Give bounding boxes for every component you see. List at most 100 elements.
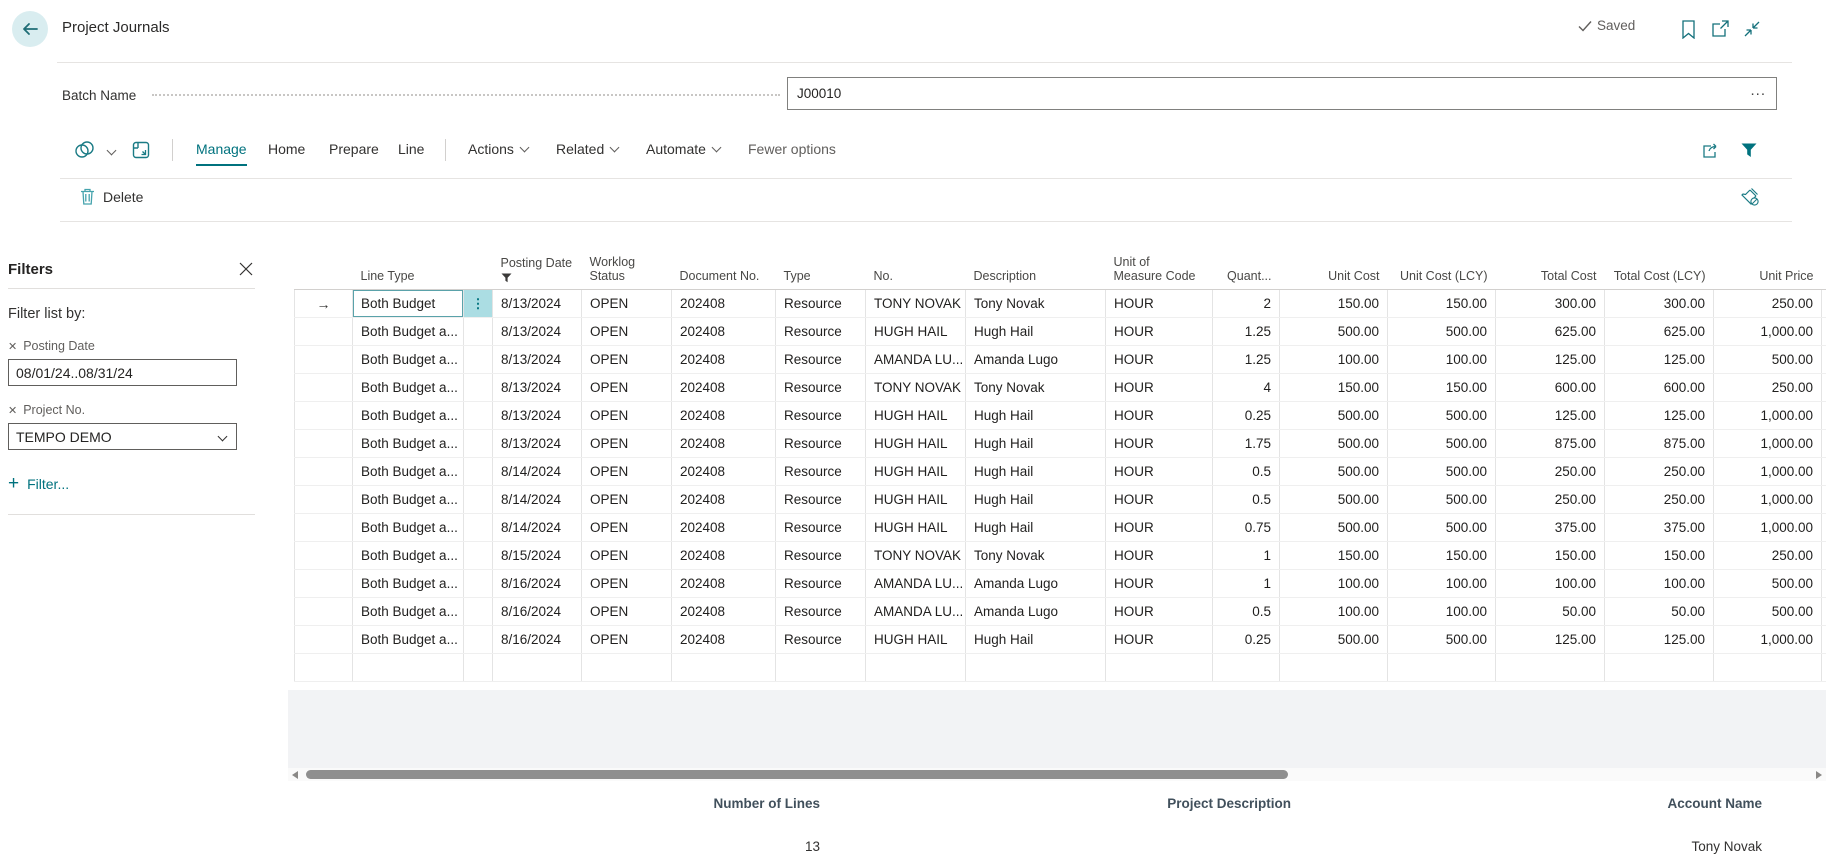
column-header-total_cost_lcy[interactable]: Total Cost (LCY): [1605, 252, 1714, 290]
cell-line_type[interactable]: Both Budget: [353, 290, 464, 318]
cell-total_cost[interactable]: 600.00: [1496, 374, 1605, 402]
cell-posting_date[interactable]: 8/13/2024: [493, 346, 582, 374]
row-selector-cell[interactable]: →: [295, 290, 353, 318]
empty-cell[interactable]: [1822, 654, 1826, 682]
cell-type[interactable]: Resource: [776, 626, 866, 654]
cell-document_no[interactable]: 202408: [672, 598, 776, 626]
cell-unit_price[interactable]: 500.00: [1714, 570, 1822, 598]
share-icon[interactable]: [1698, 137, 1724, 163]
cell-unit_price[interactable]: 1,000.00: [1714, 430, 1822, 458]
column-header-no[interactable]: No.: [866, 252, 966, 290]
cell-quantity[interactable]: 1.25: [1213, 346, 1280, 374]
cell-total_cost_lcy[interactable]: 125.00: [1605, 402, 1714, 430]
cell-unit_cost_lcy[interactable]: 150.00: [1388, 542, 1496, 570]
cell-total_cost[interactable]: 125.00: [1496, 402, 1605, 430]
cell-no[interactable]: HUGH HAIL: [866, 402, 966, 430]
cell-unit_of_measure_code[interactable]: HOUR: [1106, 318, 1213, 346]
cell-unit_cost_lcy[interactable]: 500.00: [1388, 514, 1496, 542]
cell-unit_cost_lcy[interactable]: 150.00: [1388, 374, 1496, 402]
cell-unit_of_measure_code[interactable]: HOUR: [1106, 430, 1213, 458]
cell-worklog_status[interactable]: OPEN: [582, 318, 672, 346]
column-header-unit_price[interactable]: Unit Price: [1714, 252, 1822, 290]
cell-document_no[interactable]: 202408: [672, 486, 776, 514]
row-selector-cell[interactable]: [295, 598, 353, 626]
cell-unit_price[interactable]: 250.00: [1714, 290, 1822, 318]
column-header-worklog_status[interactable]: WorklogStatus: [582, 252, 672, 290]
cell-type[interactable]: Resource: [776, 542, 866, 570]
cell-document_no[interactable]: 202408: [672, 570, 776, 598]
cell-unit_cost_lcy[interactable]: 500.00: [1388, 486, 1496, 514]
row-selector-cell[interactable]: [295, 458, 353, 486]
cell-line_type[interactable]: Both Budget a...: [353, 458, 464, 486]
cell-posting_date[interactable]: 8/13/2024: [493, 318, 582, 346]
cell-total_cost_lcy[interactable]: 100.00: [1605, 570, 1714, 598]
cell-description[interactable]: Hugh Hail: [966, 626, 1106, 654]
cell-line_type[interactable]: Both Budget a...: [353, 514, 464, 542]
cell-posting_date[interactable]: 8/13/2024: [493, 290, 582, 318]
cell-unit_cost[interactable]: 150.00: [1280, 290, 1388, 318]
cell-worklog_status[interactable]: OPEN: [582, 598, 672, 626]
bookmark-icon[interactable]: [1676, 17, 1700, 41]
cell-description[interactable]: Amanda Lugo: [966, 570, 1106, 598]
cell-unit_cost[interactable]: 100.00: [1280, 570, 1388, 598]
empty-cell[interactable]: [353, 654, 464, 682]
horizontal-scrollbar[interactable]: [288, 768, 1826, 781]
row-selector-cell[interactable]: [295, 626, 353, 654]
cell-unit_price[interactable]: 250.00: [1714, 542, 1822, 570]
cell-total_cost_lcy[interactable]: 125.00: [1605, 626, 1714, 654]
cell-type[interactable]: Resource: [776, 290, 866, 318]
cell-posting_date[interactable]: 8/13/2024: [493, 430, 582, 458]
column-header-unit_of_measure_code[interactable]: Unit ofMeasure Code: [1106, 252, 1213, 290]
tab-prepare[interactable]: Prepare: [329, 134, 379, 166]
cell-unit_cost[interactable]: 500.00: [1280, 514, 1388, 542]
cell-no[interactable]: TONY NOVAK: [866, 290, 966, 318]
row-selector-cell[interactable]: [295, 570, 353, 598]
cell-unit_of_measure_code[interactable]: HOUR: [1106, 570, 1213, 598]
row-selector-cell[interactable]: [295, 318, 353, 346]
cell-unit_price[interactable]: 500.00: [1714, 346, 1822, 374]
cell-unit_cost[interactable]: 500.00: [1280, 458, 1388, 486]
row-selector-cell[interactable]: [295, 514, 353, 542]
cell-total_cost[interactable]: 150.00: [1496, 542, 1605, 570]
cell-line_type[interactable]: Both Budget a...: [353, 598, 464, 626]
cell-quantity[interactable]: 0.5: [1213, 598, 1280, 626]
cell-description[interactable]: Tony Novak: [966, 374, 1106, 402]
cell-unit_price[interactable]: 1,000.00: [1714, 402, 1822, 430]
filter-icon[interactable]: [1736, 137, 1762, 163]
cell-line_type[interactable]: Both Budget a...: [353, 486, 464, 514]
cell-unit_cost_lcy[interactable]: 100.00: [1388, 346, 1496, 374]
cell-document_no[interactable]: 202408: [672, 514, 776, 542]
cell-description[interactable]: Hugh Hail: [966, 430, 1106, 458]
cell-line_type[interactable]: Both Budget a...: [353, 402, 464, 430]
column-header-document_no[interactable]: Document No.: [672, 252, 776, 290]
column-header-line_type[interactable]: Line Type: [353, 252, 464, 290]
cell-worklog_status[interactable]: OPEN: [582, 626, 672, 654]
cell-document_no[interactable]: 202408: [672, 318, 776, 346]
cell-line_type[interactable]: Both Budget a...: [353, 626, 464, 654]
column-header-quantity[interactable]: Quant...: [1213, 252, 1280, 290]
column-header-unit_cost[interactable]: Unit Cost: [1280, 252, 1388, 290]
cell-unit_of_measure_code[interactable]: HOUR: [1106, 346, 1213, 374]
cell-type[interactable]: Resource: [776, 514, 866, 542]
cell-type[interactable]: Resource: [776, 402, 866, 430]
cell-unit_cost_lcy[interactable]: 500.00: [1388, 430, 1496, 458]
column-header-type[interactable]: Type: [776, 252, 866, 290]
row-menu-cell[interactable]: ⋮: [464, 290, 493, 318]
tab-line[interactable]: Line: [398, 134, 424, 166]
cell-no[interactable]: HUGH HAIL: [866, 458, 966, 486]
cell-type[interactable]: Resource: [776, 318, 866, 346]
cell-posting_date[interactable]: 8/15/2024: [493, 542, 582, 570]
cell-unit_of_measure_code[interactable]: HOUR: [1106, 598, 1213, 626]
cell-type[interactable]: Resource: [776, 346, 866, 374]
cell-unit_of_measure_code[interactable]: HOUR: [1106, 290, 1213, 318]
cell-total_cost[interactable]: 50.00: [1496, 598, 1605, 626]
cell-line_type[interactable]: Both Budget a...: [353, 374, 464, 402]
cell-document_no[interactable]: 202408: [672, 374, 776, 402]
cell-posting_date[interactable]: 8/16/2024: [493, 598, 582, 626]
column-header-total_cost[interactable]: Total Cost: [1496, 252, 1605, 290]
cell-type[interactable]: Resource: [776, 486, 866, 514]
cell-no[interactable]: AMANDA LU...: [866, 570, 966, 598]
cell-quantity[interactable]: 4: [1213, 374, 1280, 402]
cell-unit_price[interactable]: 1,000.00: [1714, 486, 1822, 514]
cell-worklog_status[interactable]: OPEN: [582, 374, 672, 402]
